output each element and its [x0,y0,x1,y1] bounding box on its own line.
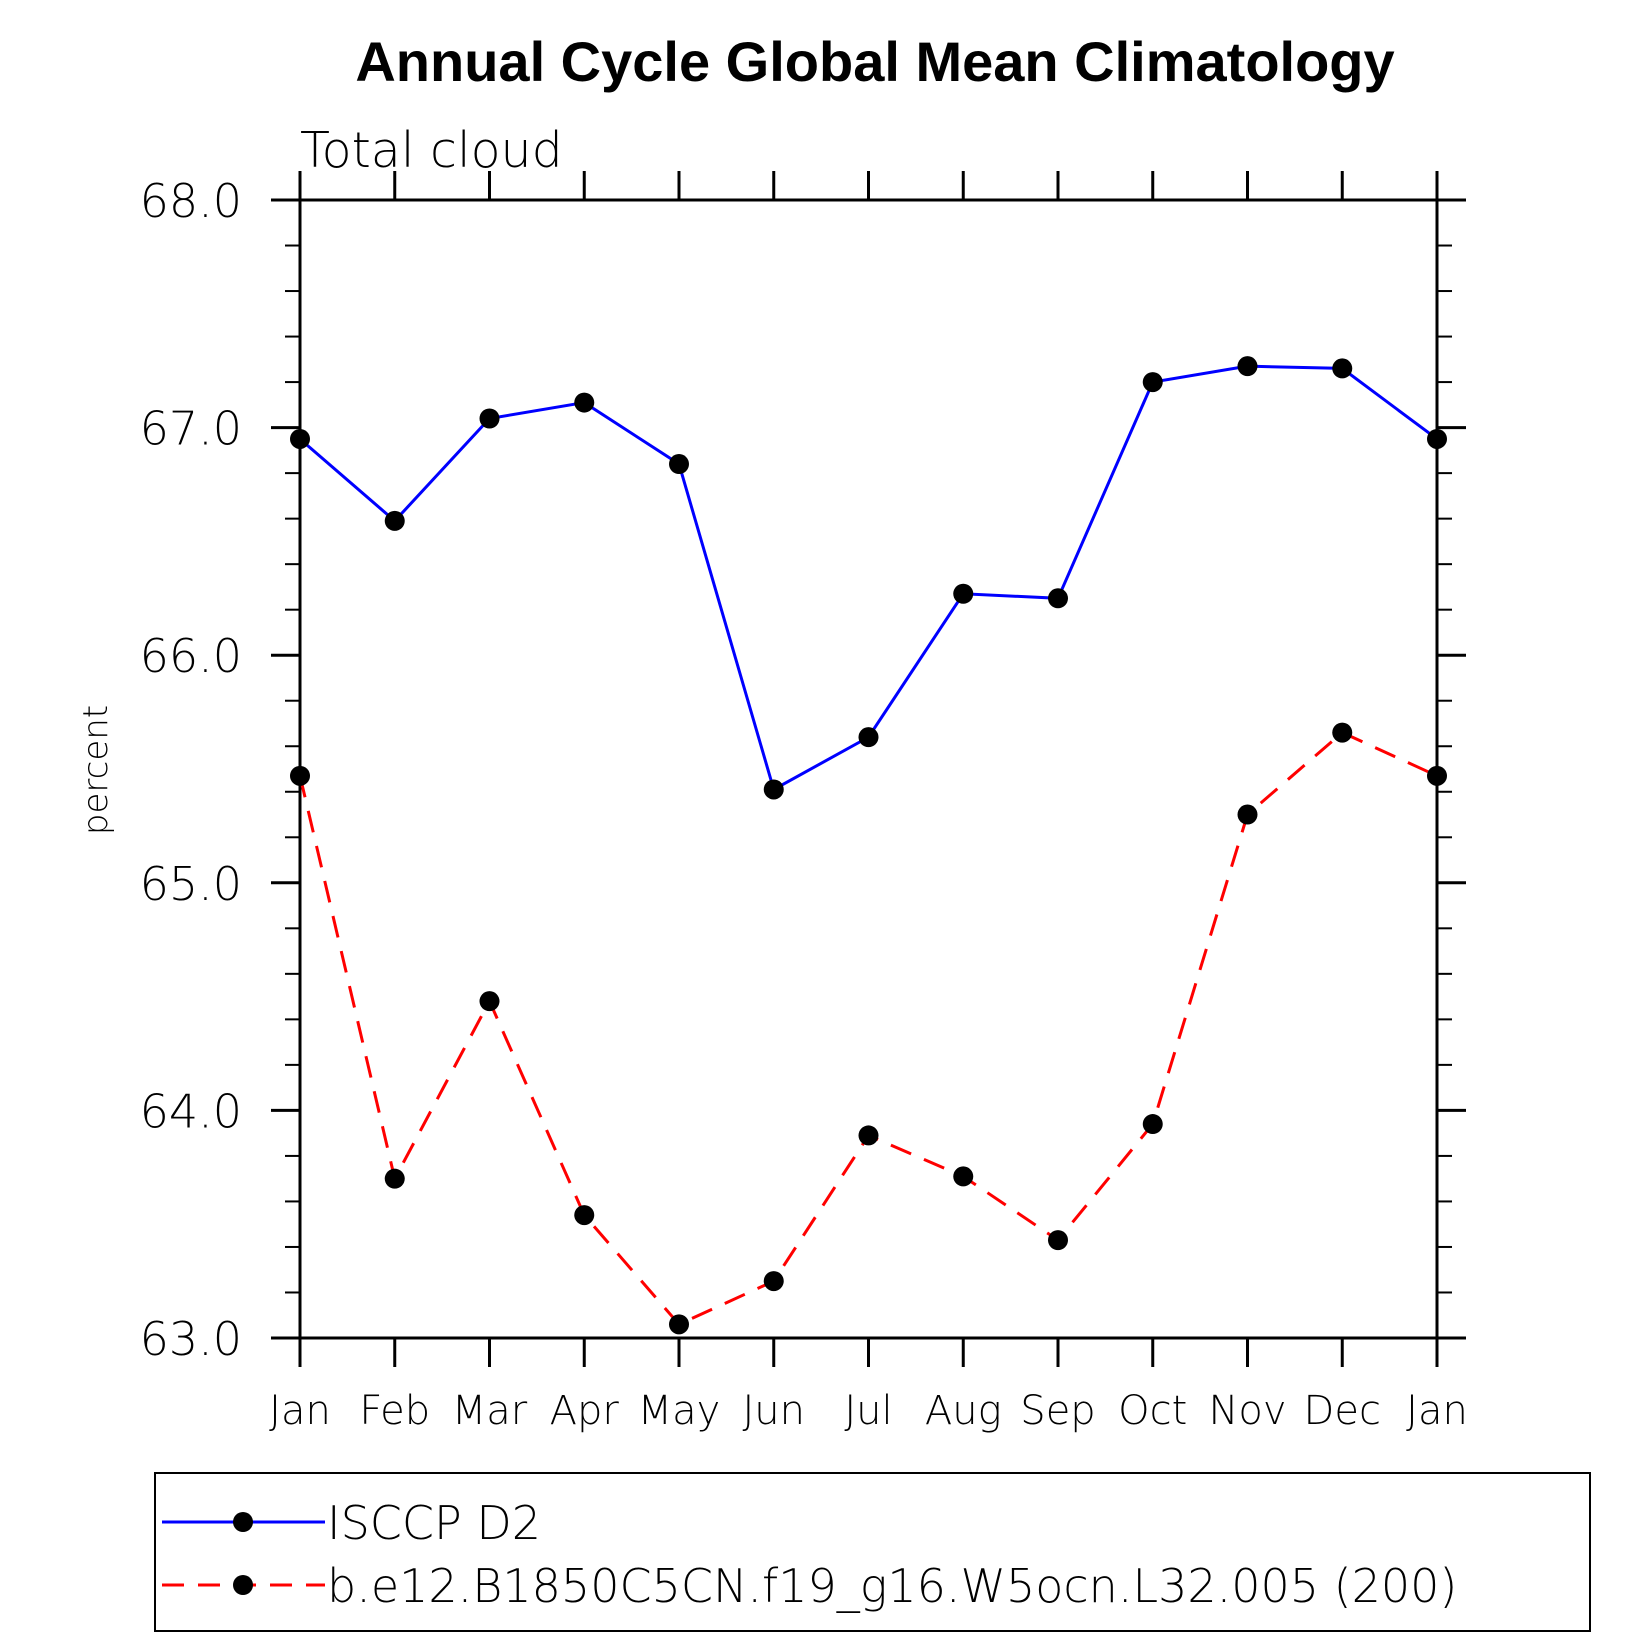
legend-label-1: ISCCP D2 [327,1496,541,1550]
x-tick-label: Sep [1020,1388,1095,1434]
series-2-point [1142,1114,1163,1135]
series-1-point [1048,588,1068,609]
series-2-point [858,1125,879,1146]
legend-box [154,1472,1591,1632]
series-2-point [574,1205,595,1226]
x-tick-label: Jun [743,1388,806,1434]
series-1-point [669,454,689,475]
x-tick-label: Oct [1118,1388,1187,1434]
series-1-point [858,727,879,748]
y-tick-label: 63.0 [140,1312,242,1366]
x-tick-label: Jan [269,1388,331,1434]
x-tick-label: Feb [359,1388,430,1434]
plot-frame [298,198,1439,1340]
y-tick-label: 64.0 [140,1084,242,1138]
series-1-point [574,392,595,413]
x-tick-label: May [638,1388,721,1434]
series-1-point [953,583,974,604]
series-1-point [1427,428,1447,449]
chart-subtitle: Total cloud [300,122,563,179]
series-1-point [1332,358,1353,379]
series-2-point [1237,804,1258,825]
series-2-point [1332,722,1353,743]
x-tick-label: Nov [1208,1388,1286,1434]
series-2-point [290,765,310,786]
x-tick-label: Apr [550,1388,620,1434]
series-2-point [1048,1230,1068,1251]
series-2-point [669,1314,689,1335]
series-layer [290,356,1447,1335]
x-tick-label: Aug [925,1388,1002,1434]
y-axis-label: percent [76,705,116,835]
series-line-1 [299,364,1438,792]
legend-marker-2 [233,1575,253,1595]
y-tick-label: 68.0 [140,174,242,228]
x-tick-label: Mar [452,1388,528,1434]
series-1-point [1142,372,1163,393]
legend: ISCCP D2 b.e12.B1850C5CN.f19_g16.W5ocn.L3… [154,1472,1591,1632]
chart-title: Annual Cycle Global Mean Climatology [355,30,1394,93]
y-tick-label: 66.0 [140,629,242,683]
axes: 63.0 64.0 65.0 66.0 67.0 68.0 Jan Feb Mar Apr May J… [140,171,1468,1434]
x-tick-label: Jan [1406,1388,1468,1434]
series-1-point [479,408,500,429]
x-tick-label: Jul [844,1388,892,1434]
series-2-point [953,1166,974,1187]
y-tick-label: 67.0 [140,402,242,456]
series-2-point [384,1168,405,1189]
legend-marker-1 [233,1512,253,1532]
series-1-point [1237,356,1258,377]
y-tick-label: 65.0 [140,857,242,911]
series-line-2 [298,730,1438,1327]
series-2-point [1427,765,1447,786]
series-1-point [384,510,405,531]
x-tick-label: Dec [1304,1388,1381,1434]
series-1-point [290,428,310,449]
series-2-point [763,1271,784,1292]
series-1-point [763,779,784,800]
legend-label-2: b.e12.B1850C5CN.f19_g16.W5ocn.L32.005 (2… [327,1559,1457,1613]
series-2-point [479,991,500,1012]
